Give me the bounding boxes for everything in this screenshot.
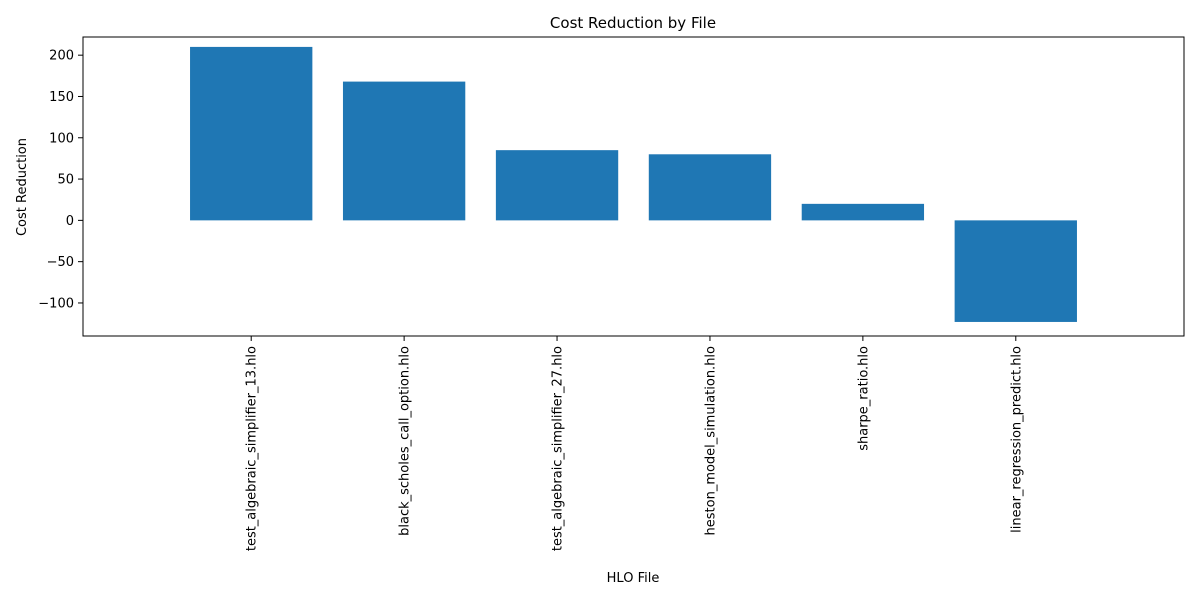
x-tick-label: sharpe_ratio.hlo	[856, 346, 871, 451]
plot-frame	[82, 36, 1185, 337]
axes-layer	[82, 36, 1185, 337]
x-tick-label: linear_regression_predict.hlo	[1009, 346, 1024, 533]
bar	[342, 81, 466, 221]
bar	[648, 154, 772, 221]
x-tick-label: heston_model_simulation.hlo	[703, 346, 718, 536]
x-tick-label: test_algebraic_simplifier_27.hlo	[551, 346, 566, 551]
x-tick-label: black_scholes_call_option.hlo	[398, 346, 413, 536]
y-tick-label: −100	[38, 296, 74, 311]
ticks-layer: −100 −50 0 50 100 150 200 test_algebraic_simpli…	[38, 49, 1024, 551]
y-tick-label: 50	[57, 173, 74, 188]
chart-title: Cost Reduction by File	[550, 14, 716, 32]
y-tick-label: 150	[49, 90, 74, 105]
x-axis-label: HLO File	[607, 571, 660, 586]
bar	[190, 46, 313, 221]
y-tick-label: 100	[49, 131, 74, 146]
bar	[954, 220, 1077, 322]
y-axis-label: Cost Reduction	[15, 138, 30, 236]
x-tick-label: test_algebraic_simplifier_13.hlo	[245, 346, 260, 551]
bar	[801, 203, 925, 221]
y-tick-label: 0	[66, 214, 74, 229]
y-tick-label: −50	[47, 255, 74, 270]
bar	[495, 150, 619, 221]
y-tick-label: 200	[49, 49, 74, 64]
bars-layer	[190, 46, 1077, 322]
